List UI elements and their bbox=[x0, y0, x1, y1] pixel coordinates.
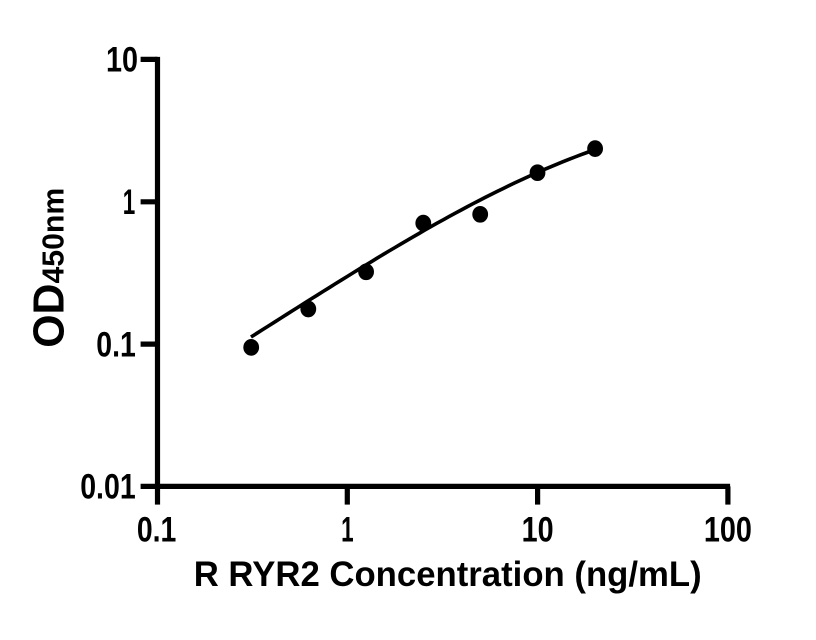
svg-text:0.1: 0.1 bbox=[137, 509, 177, 549]
svg-text:R RYR2 Concentration (ng/mL): R RYR2 Concentration (ng/mL) bbox=[194, 554, 702, 594]
svg-text:10: 10 bbox=[522, 509, 554, 549]
svg-text:10: 10 bbox=[106, 40, 138, 80]
svg-text:1: 1 bbox=[341, 509, 354, 549]
svg-text:100: 100 bbox=[704, 509, 752, 549]
svg-text:0.01: 0.01 bbox=[80, 467, 136, 507]
svg-text:1: 1 bbox=[123, 182, 136, 222]
svg-text:0.1: 0.1 bbox=[96, 324, 136, 364]
svg-text:OD450nm: OD450nm bbox=[25, 188, 74, 348]
